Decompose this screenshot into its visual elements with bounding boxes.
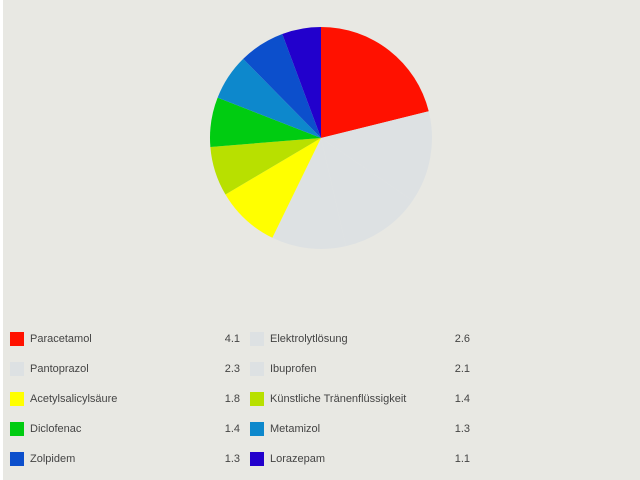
legend-value: 2.6 [454, 333, 470, 345]
legend-swatch [10, 362, 24, 376]
pie-slice-metamizol[interactable] [217, 58, 321, 138]
legend-value: 1.3 [454, 423, 470, 435]
legend-item[interactable]: Pantoprazol [10, 359, 89, 379]
pie-slice-pantoprazol[interactable] [321, 138, 413, 247]
left-border [0, 0, 3, 480]
legend-value: 1.3 [224, 453, 240, 465]
pie-slice-acetylsalicylsäure[interactable] [225, 138, 321, 238]
legend-value: 2.1 [454, 363, 470, 375]
legend-value: 1.4 [224, 423, 240, 435]
legend-swatch [10, 392, 24, 406]
legend-label: Lorazepam [270, 453, 326, 465]
pie-slice-elektrolytlösung[interactable] [321, 111, 432, 201]
legend-label: Paracetamol [30, 333, 92, 345]
legend-item[interactable]: Elektrolytlösung [250, 329, 348, 349]
legend-item[interactable]: Lorazepam [250, 449, 325, 469]
pie-slice-künstliche-tränenflüssigkeit[interactable] [210, 138, 321, 195]
legend-item[interactable]: Diclofenac [10, 419, 81, 439]
legend-swatch [250, 452, 264, 466]
legend-value: 1.1 [454, 453, 470, 465]
legend-value: 1.4 [454, 393, 470, 405]
pie-slice-paracetamol[interactable] [321, 27, 429, 138]
pie-slice-ibuprofen[interactable] [272, 138, 346, 250]
pie-chart [210, 27, 432, 250]
legend-label: Künstliche Tränenflüssigkeit [270, 393, 407, 405]
legend-label: Metamizol [270, 423, 321, 435]
legend-item[interactable]: Metamizol [250, 419, 320, 439]
legend-label: Ibuprofen [270, 363, 317, 375]
legend-label: Acetylsalicylsäure [30, 393, 118, 405]
legend-label: Elektrolytlösung [270, 333, 348, 345]
pie-slice-lorazepam[interactable] [282, 27, 321, 138]
legend-label: Zolpidem [30, 453, 76, 465]
legend-value: 4.1 [224, 333, 240, 345]
legend-label: Diclofenac [30, 423, 82, 435]
legend-item[interactable]: Acetylsalicylsäure [10, 389, 117, 409]
legend-item[interactable]: Zolpidem [10, 449, 75, 469]
legend-label: Pantoprazol [30, 363, 89, 375]
legend-item[interactable]: Künstliche Tränenflüssigkeit [250, 389, 406, 409]
legend-item[interactable]: Ibuprofen [250, 359, 316, 379]
legend-swatch [10, 452, 24, 466]
pie-slice-zolpidem[interactable] [243, 33, 321, 138]
legend-value: 2.3 [224, 363, 240, 375]
legend-swatch [250, 422, 264, 436]
legend-swatch [250, 362, 264, 376]
legend-swatch [10, 422, 24, 436]
legend-swatch [10, 332, 24, 346]
legend-swatch [250, 332, 264, 346]
legend-value: 1.8 [224, 393, 240, 405]
legend-item[interactable]: Paracetamol [10, 329, 92, 349]
legend-swatch [250, 392, 264, 406]
pie-slice-diclofenac[interactable] [210, 97, 321, 147]
